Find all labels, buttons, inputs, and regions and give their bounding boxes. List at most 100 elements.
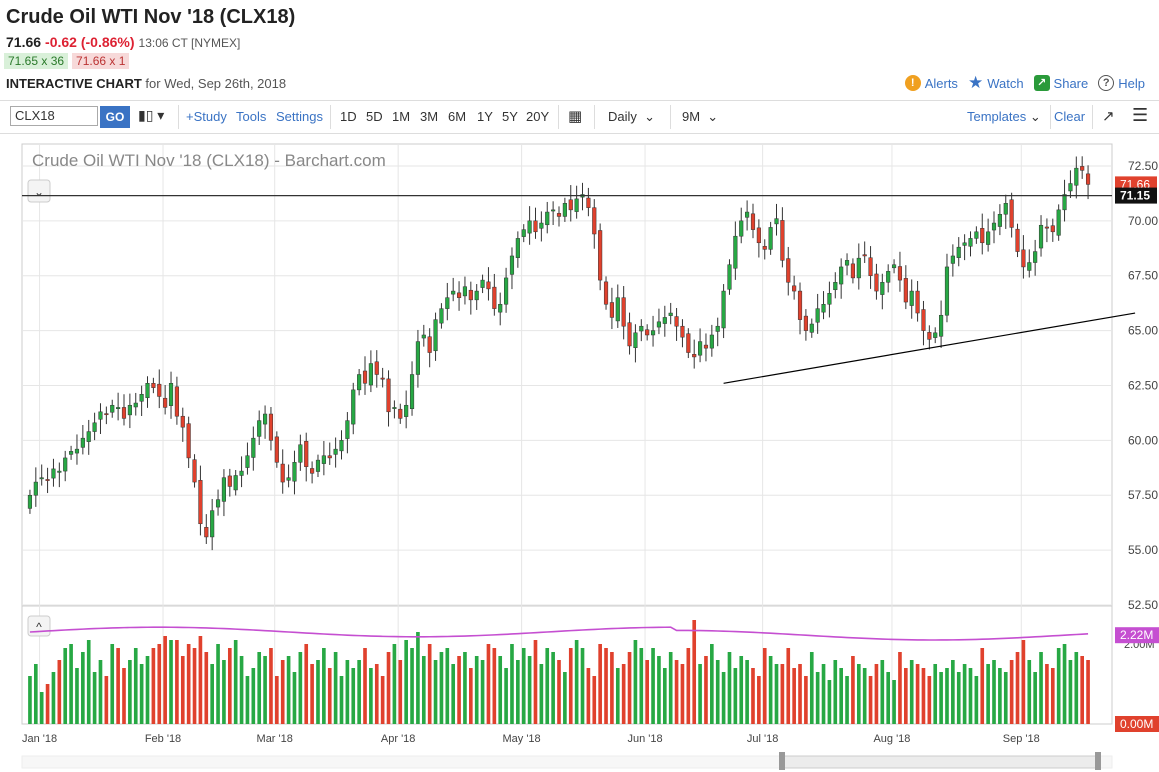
volume-bar: [786, 648, 791, 724]
range-scrollbar[interactable]: [21, 752, 1113, 770]
interval-select[interactable]: Daily ⌄: [608, 109, 656, 124]
collapse-price-button[interactable]: ⌄: [27, 179, 51, 203]
candle: [950, 244, 955, 277]
interval-value: Daily: [608, 109, 637, 124]
share-label: Share: [1053, 75, 1089, 91]
volume-bar: [604, 648, 608, 724]
scroll-handle-right[interactable]: [1095, 752, 1101, 770]
calendar-icon[interactable]: ▦: [568, 108, 583, 125]
share-button[interactable]: ↗ Share: [1033, 75, 1089, 91]
menu-icon[interactable]: ☰: [1132, 105, 1149, 125]
time-tick-3: Apr '18: [381, 733, 416, 745]
candle: [880, 273, 885, 310]
volume-bar: [856, 664, 861, 724]
volume-bar: [1039, 652, 1043, 724]
volume-bar: [233, 640, 238, 724]
period-1m[interactable]: 1M: [392, 109, 411, 124]
volume-bar: [698, 664, 702, 724]
period-3m[interactable]: 3M: [420, 109, 439, 124]
volume-bars: [28, 620, 1090, 724]
candle: [451, 277, 456, 302]
volume-bar: [310, 664, 314, 724]
study-button[interactable]: +Study: [186, 109, 227, 124]
volume-bar: [821, 664, 826, 724]
volume-bar: [69, 644, 73, 724]
candle: [727, 259, 732, 295]
volume-bar: [57, 660, 62, 724]
volume-bar: [480, 660, 485, 724]
volume-bar: [809, 652, 814, 724]
candle: [357, 369, 362, 396]
candle-type-icon[interactable]: ▮▯ ▾: [138, 107, 165, 123]
expand-icon[interactable]: ↗: [1102, 108, 1115, 125]
candle: [280, 449, 285, 494]
help-icon: ?: [1098, 75, 1115, 91]
period-20y[interactable]: 20Y: [526, 109, 550, 124]
candle: [180, 407, 185, 442]
price-tick-4: 62.50: [1128, 378, 1158, 392]
tools-button[interactable]: Tools: [236, 109, 267, 124]
volume-bar: [1027, 660, 1032, 724]
volume-bar: [674, 660, 679, 724]
volume-bar: [433, 660, 438, 724]
volume-bar: [133, 648, 138, 724]
clear-button[interactable]: Clear: [1054, 109, 1086, 124]
line-price-label: 71.15: [1120, 189, 1150, 203]
volume-bar: [539, 664, 544, 724]
candle: [756, 219, 761, 258]
candle: [821, 291, 826, 320]
go-button[interactable]: GO: [100, 106, 130, 128]
volume-bar: [427, 644, 432, 724]
top-actions: ! Alerts ★ Watch ↗ Share ? Help: [904, 73, 1145, 93]
period-5d[interactable]: 5D: [366, 109, 383, 124]
candle: [204, 514, 209, 544]
volume-bar: [845, 676, 849, 724]
candle: [392, 400, 397, 419]
alerts-button[interactable]: ! Alerts: [904, 75, 958, 91]
volume-bar: [909, 660, 914, 724]
period-1d[interactable]: 1D: [340, 109, 357, 124]
candle: [245, 442, 250, 475]
candle: [1085, 165, 1091, 200]
period-5y[interactable]: 5Y: [502, 109, 518, 124]
alert-icon: !: [904, 75, 921, 91]
scroll-handle-left[interactable]: [779, 752, 785, 770]
last-price: 71.66: [6, 34, 42, 50]
watch-button[interactable]: ★ Watch: [968, 73, 1024, 93]
interactive-chart-heading: INTERACTIVE CHART for Wed, Sep 26th, 201…: [6, 76, 286, 91]
svg-text:⌄: ⌄: [34, 185, 44, 199]
help-button[interactable]: ? Help: [1098, 75, 1145, 91]
candle: [127, 393, 132, 429]
volume-zero-badge: [1115, 716, 1159, 732]
volume-bar: [721, 672, 726, 724]
candle: [833, 272, 838, 299]
candle: [891, 259, 897, 274]
candle: [274, 431, 279, 468]
candle: [862, 241, 867, 263]
volume-bar: [492, 648, 497, 724]
volume-bar: [951, 660, 955, 724]
period-6m[interactable]: 6M: [448, 109, 467, 124]
period-1y[interactable]: 1Y: [477, 109, 493, 124]
volume-bar: [780, 664, 785, 724]
candle: [656, 308, 662, 335]
volume-bar: [327, 668, 332, 724]
candle: [1021, 235, 1026, 279]
candle: [268, 406, 274, 451]
range-select[interactable]: 9M ⌄: [682, 109, 719, 124]
candle: [915, 280, 920, 322]
settings-button[interactable]: Settings: [276, 109, 323, 124]
candle: [198, 465, 203, 536]
candle: [1003, 194, 1008, 229]
templates-button[interactable]: Templates ⌄: [967, 109, 1041, 124]
volume-bar: [416, 632, 420, 724]
price-chart[interactable]: Crude Oil WTI Nov '18 (CLX18) - Barchart…: [0, 140, 1159, 772]
volume-bar: [563, 672, 567, 724]
volume-bar: [533, 640, 538, 724]
symbol-input[interactable]: CLX18: [10, 106, 98, 126]
volume-bar: [298, 652, 303, 724]
candle: [92, 412, 97, 441]
collapse-volume-button[interactable]: ^: [27, 615, 51, 637]
candle: [33, 467, 38, 507]
line-price-badge: [1115, 187, 1157, 204]
